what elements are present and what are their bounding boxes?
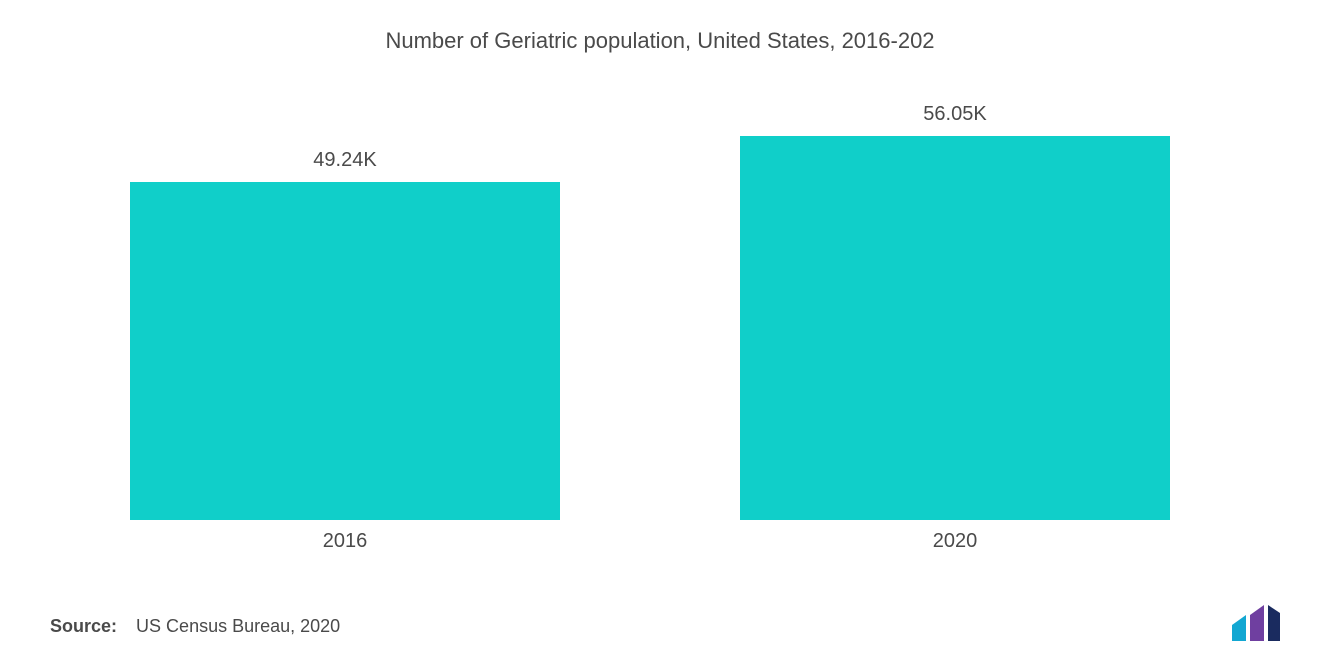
bar-value-label: 49.24K [130, 149, 560, 172]
bar [740, 136, 1170, 520]
chart-container: Number of Geriatric population, United S… [0, 0, 1320, 665]
bar-value-label: 56.05K [740, 103, 1170, 126]
brand-logo [1230, 601, 1290, 643]
bar-category-label: 2020 [740, 530, 1170, 553]
source-line: Source: US Census Bureau, 2020 [50, 616, 340, 637]
bar [130, 182, 560, 520]
source-label: Source: [50, 616, 117, 636]
plot-area: 49.24K201656.05K2020 [130, 95, 1225, 520]
chart-title: Number of Geriatric population, United S… [0, 28, 1320, 54]
bar-category-label: 2016 [130, 530, 560, 553]
source-text: US Census Bureau, 2020 [136, 616, 340, 636]
